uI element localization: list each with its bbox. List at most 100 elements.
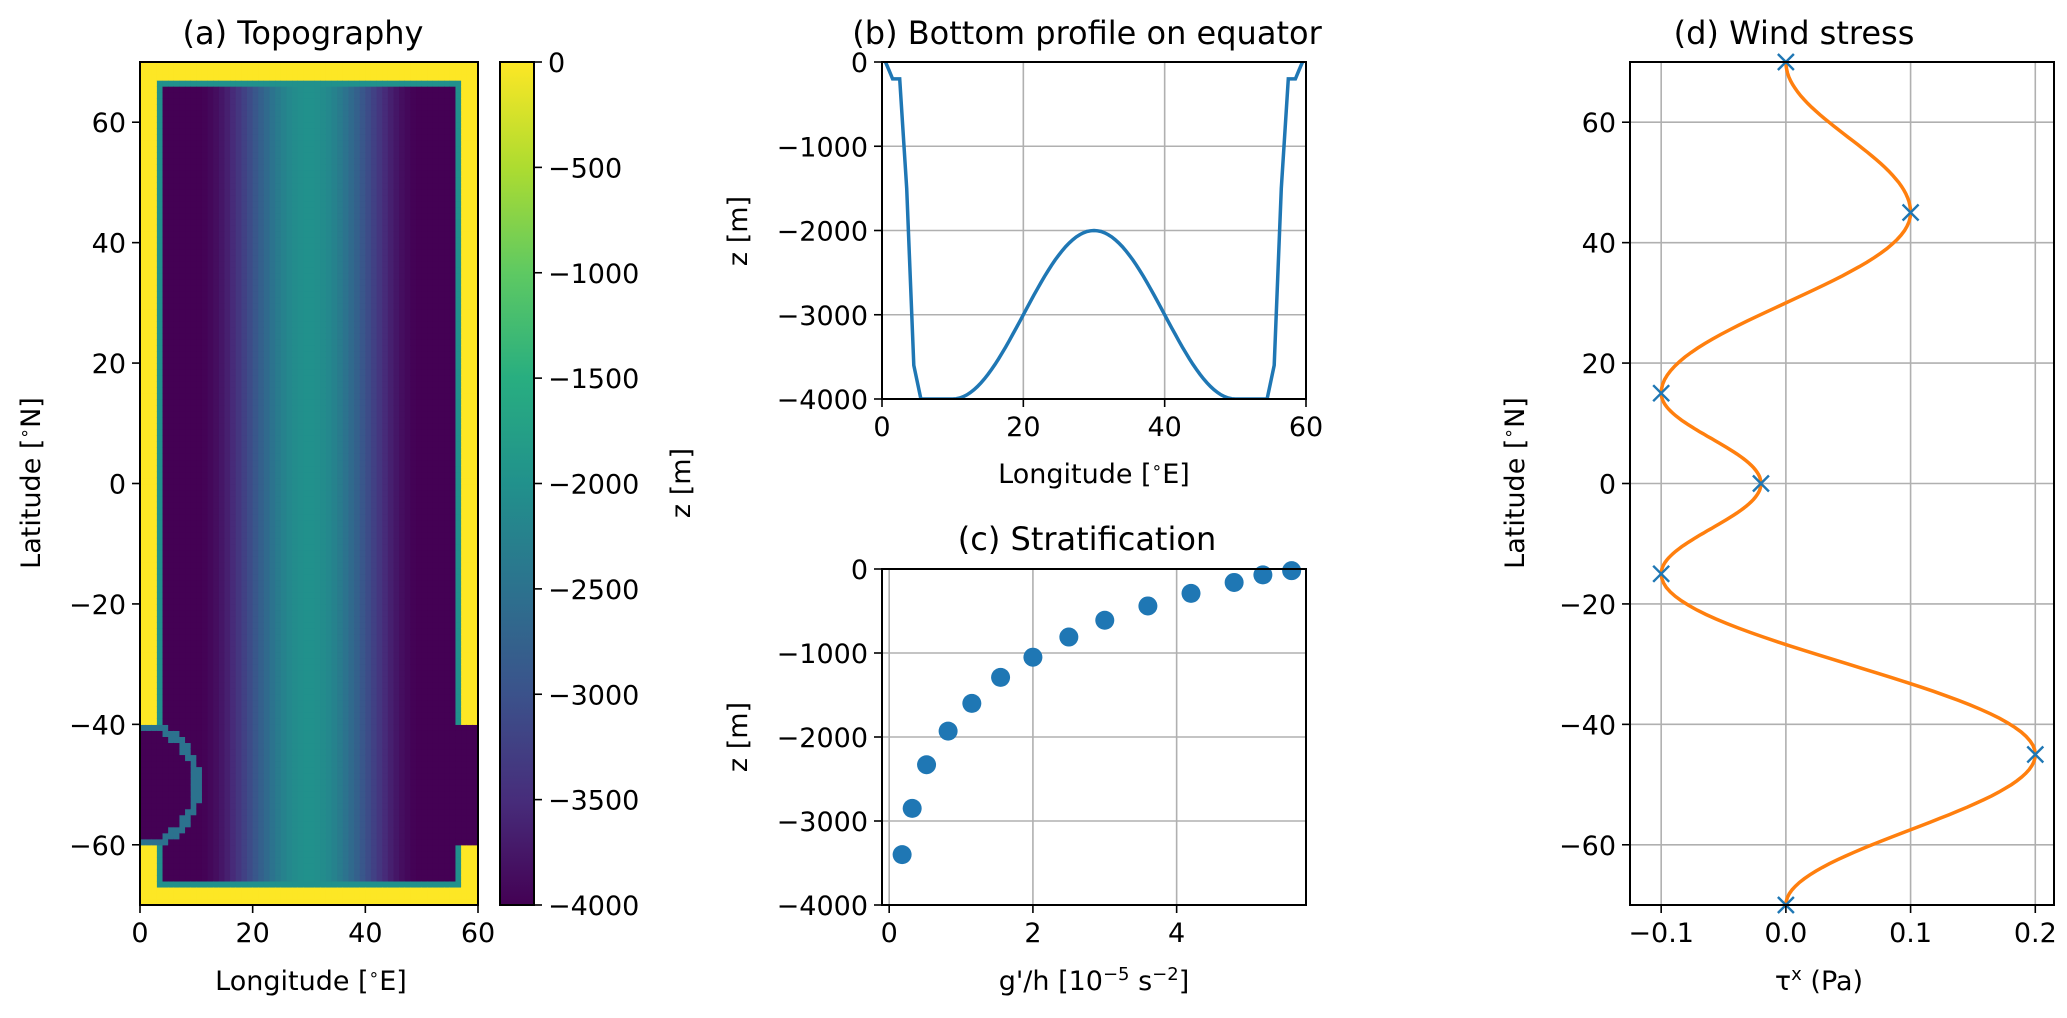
heatmap-cell bbox=[320, 567, 327, 575]
heatmap-cell bbox=[145, 585, 152, 593]
heatmap-cell bbox=[247, 850, 254, 858]
heatmap-cell bbox=[320, 579, 327, 587]
heatmap-cell bbox=[297, 200, 304, 208]
heatmap-cell bbox=[218, 646, 226, 653]
heatmap-cell bbox=[196, 224, 203, 232]
heatmap-cell bbox=[145, 531, 152, 539]
heatmap-cell bbox=[230, 302, 237, 310]
heatmap-cell bbox=[258, 375, 265, 382]
heatmap-cell bbox=[179, 260, 186, 268]
heatmap-cell bbox=[230, 110, 237, 117]
heatmap-cell bbox=[196, 332, 203, 340]
heatmap-cell bbox=[151, 483, 158, 491]
heatmap-cell bbox=[247, 363, 254, 370]
heatmap-cell bbox=[185, 862, 192, 870]
heatmap-cell bbox=[320, 314, 327, 322]
heatmap-cell bbox=[241, 74, 248, 81]
heatmap-cell bbox=[201, 886, 209, 894]
heatmap-cell bbox=[275, 224, 282, 232]
heatmap-cell bbox=[303, 104, 310, 111]
heatmap-cell bbox=[286, 182, 293, 190]
heatmap-cell bbox=[263, 585, 271, 593]
heatmap-cell bbox=[230, 74, 237, 81]
heatmap-cell bbox=[179, 206, 186, 214]
heatmap-cell bbox=[156, 579, 164, 587]
heatmap-cell bbox=[258, 712, 265, 719]
heatmap-cell bbox=[275, 74, 282, 81]
heatmap-cell bbox=[309, 748, 316, 756]
heatmap-cell bbox=[156, 369, 164, 376]
heatmap-cell bbox=[247, 507, 254, 515]
heatmap-cell bbox=[292, 332, 299, 340]
heatmap-cell bbox=[275, 116, 282, 123]
heatmap-cell bbox=[168, 790, 175, 798]
heatmap-cell bbox=[140, 471, 147, 479]
heatmap-cell bbox=[235, 603, 242, 611]
heatmap-cell bbox=[145, 838, 152, 846]
heatmap-cell bbox=[151, 489, 158, 497]
heatmap-cell bbox=[258, 736, 265, 744]
heatmap-cell bbox=[207, 585, 214, 593]
heatmap-cell bbox=[275, 826, 282, 834]
heatmap-cell bbox=[173, 844, 181, 852]
heatmap-cell bbox=[230, 266, 237, 274]
heatmap-cell bbox=[207, 248, 214, 256]
heatmap-cell bbox=[207, 254, 214, 262]
heatmap-cell bbox=[196, 640, 203, 647]
heatmap-cell bbox=[230, 278, 237, 286]
heatmap-cell bbox=[275, 832, 282, 840]
heatmap-cell bbox=[292, 314, 299, 322]
heatmap-cell bbox=[263, 670, 271, 677]
heatmap-cell bbox=[252, 832, 259, 840]
heatmap-cell bbox=[275, 814, 282, 822]
heatmap-cell bbox=[331, 74, 338, 81]
heatmap-cell bbox=[213, 640, 220, 647]
heatmap-cell bbox=[140, 296, 147, 304]
heatmap-cell bbox=[168, 814, 175, 822]
heatmap-cell bbox=[162, 676, 169, 683]
heatmap-cell bbox=[173, 561, 181, 569]
heatmap-cell bbox=[145, 459, 152, 467]
heatmap-cell bbox=[247, 634, 254, 641]
heatmap-cell bbox=[185, 754, 192, 762]
heatmap-cell bbox=[151, 621, 158, 629]
heatmap-cell bbox=[201, 706, 209, 713]
heatmap-cell bbox=[185, 664, 192, 671]
heatmap-cell bbox=[140, 856, 147, 864]
heatmap-cell bbox=[145, 862, 152, 870]
heatmap-cell bbox=[218, 435, 226, 442]
heatmap-cell bbox=[162, 152, 169, 159]
heatmap-cell bbox=[145, 363, 152, 370]
heatmap-cell bbox=[218, 146, 226, 153]
heatmap-cell bbox=[162, 332, 169, 340]
heatmap-cell bbox=[201, 302, 209, 310]
heatmap-cell bbox=[151, 826, 158, 834]
heatmap-cell bbox=[331, 447, 338, 454]
heatmap-cell bbox=[196, 302, 203, 310]
heatmap-cell bbox=[173, 212, 181, 220]
heatmap-cell bbox=[230, 579, 237, 587]
heatmap-cell bbox=[280, 242, 288, 250]
heatmap-cell bbox=[325, 844, 333, 852]
heatmap-cell bbox=[173, 375, 181, 382]
heatmap-cell bbox=[337, 760, 344, 768]
heatmap-cell bbox=[168, 646, 175, 653]
heatmap-cell bbox=[337, 615, 344, 623]
heatmap-cell bbox=[235, 874, 242, 882]
heatmap-cell bbox=[162, 597, 169, 605]
heatmap-cell bbox=[247, 134, 254, 141]
heatmap-cell bbox=[314, 706, 321, 713]
heatmap-cell bbox=[297, 477, 304, 485]
heatmap-cell bbox=[292, 567, 299, 575]
heatmap-cell bbox=[185, 489, 192, 497]
heatmap-cell bbox=[173, 838, 181, 846]
heatmap-cell bbox=[252, 140, 259, 147]
heatmap-cell bbox=[320, 188, 327, 196]
heatmap-cell bbox=[280, 158, 288, 165]
heatmap-cell bbox=[303, 465, 310, 473]
heatmap-cell bbox=[185, 760, 192, 768]
heatmap-cell bbox=[269, 802, 276, 810]
heatmap-cell bbox=[297, 543, 304, 551]
heatmap-cell bbox=[252, 591, 259, 599]
heatmap-cell bbox=[269, 200, 276, 208]
